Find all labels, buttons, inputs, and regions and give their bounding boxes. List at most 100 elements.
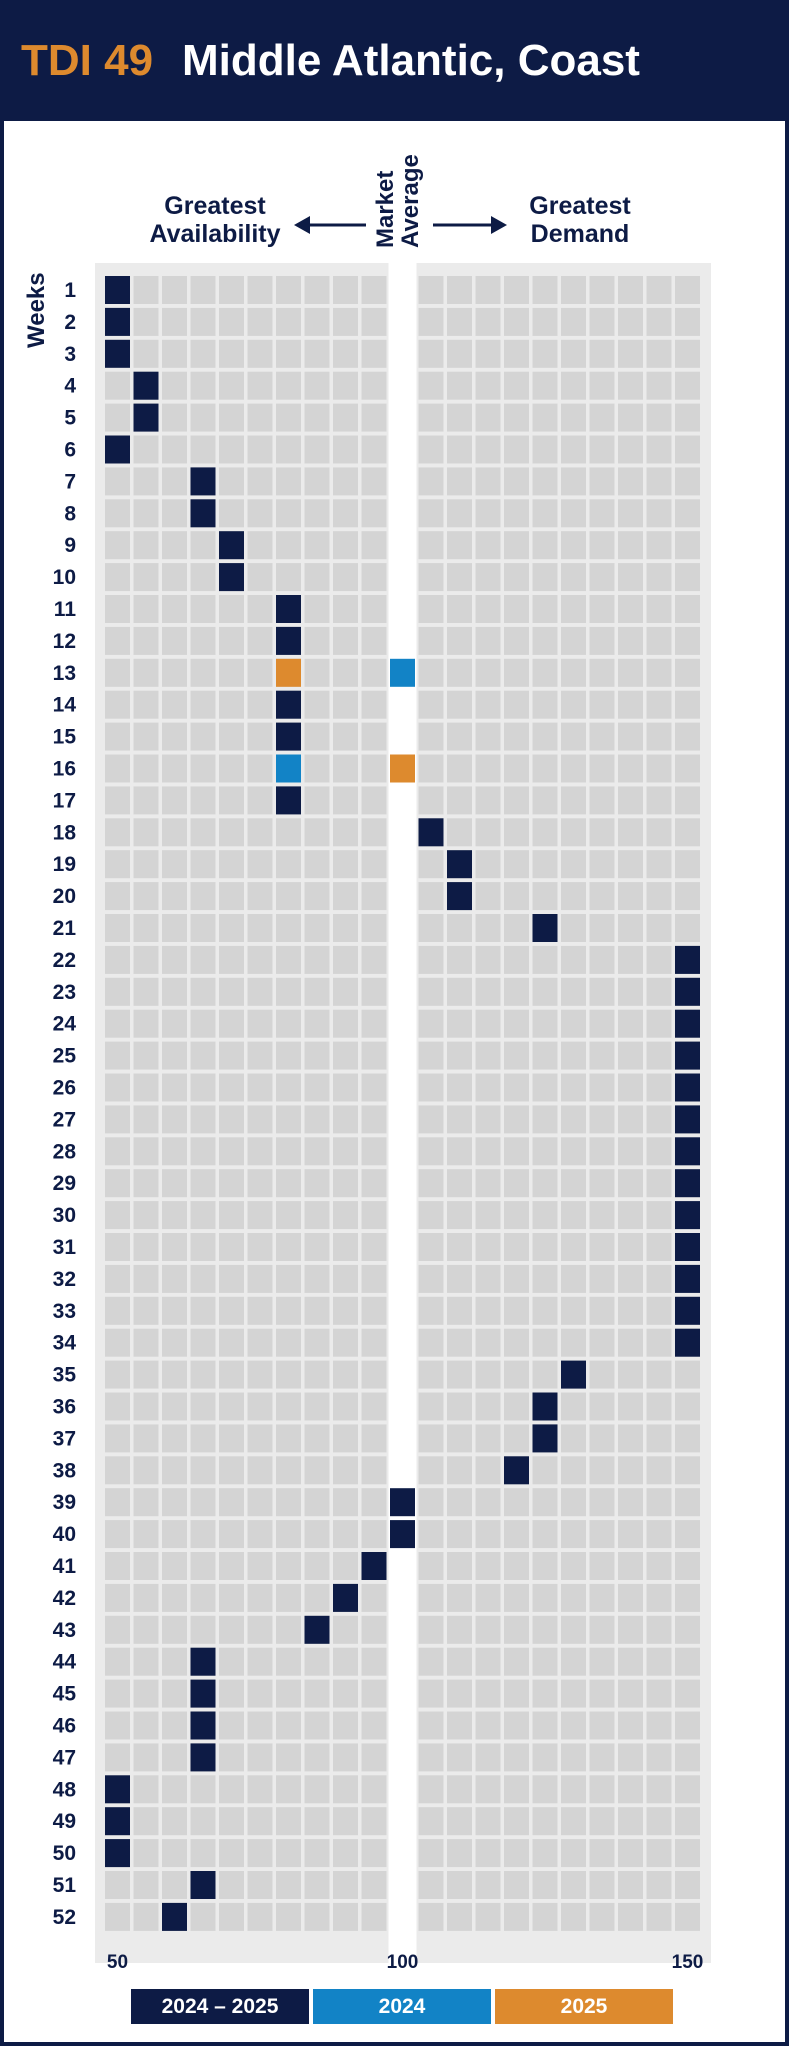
grid-cell: [304, 914, 330, 942]
grid-cell: [333, 1073, 358, 1102]
grid-cell: [333, 339, 358, 368]
grid-cell: [190, 1392, 216, 1421]
grid-cell: [219, 1711, 244, 1740]
data-cell-2024-2025-week-31: [675, 1233, 700, 1261]
header-bar: TDI 49 Middle Atlantic, Coast: [4, 4, 785, 121]
grid-cell: [561, 1105, 586, 1134]
grid-cell: [504, 371, 529, 400]
grid-cell: [276, 1902, 301, 1931]
grid-cell: [276, 1328, 301, 1357]
grid-cell: [418, 1743, 444, 1772]
grid-cell: [646, 1041, 672, 1070]
grid-cell: [589, 754, 615, 783]
grid-cell: [561, 914, 586, 942]
grid-cell: [105, 1041, 130, 1070]
grid-cell: [532, 977, 558, 1006]
grid-cell: [162, 850, 187, 879]
grid-cell: [333, 1137, 358, 1166]
grid-cell: [646, 786, 672, 815]
grid-cell: [589, 1233, 615, 1261]
grid-cell: [618, 531, 643, 560]
grid-cell: [190, 722, 216, 751]
grid-cell: [190, 307, 216, 336]
grid-cell: [418, 531, 444, 560]
grid-cell: [475, 754, 501, 783]
grid-cell: [618, 1679, 643, 1708]
grid-cell: [447, 1201, 472, 1230]
grid-cell: [532, 1902, 558, 1931]
grid-cell: [133, 850, 159, 879]
grid-cell: [162, 1296, 187, 1325]
grid-cell: [304, 818, 330, 847]
grid-cell: [105, 1201, 130, 1230]
grid-cell: [675, 307, 700, 336]
grid-cell: [361, 403, 387, 432]
grid-cell: [475, 1073, 501, 1102]
week-label-15: 15: [53, 726, 77, 749]
grid-cell: [361, 1233, 387, 1261]
grid-cell: [589, 1041, 615, 1070]
grid-cell: [589, 371, 615, 400]
grid-cell: [105, 1743, 130, 1772]
grid-cell: [532, 690, 558, 719]
grid-cell: [447, 499, 472, 528]
grid-cell: [361, 1807, 387, 1836]
grid-cell: [304, 1392, 330, 1421]
week-label-52: 52: [53, 1906, 76, 1929]
grid-cell: [247, 786, 273, 815]
grid-cell: [333, 1169, 358, 1198]
grid-cell: [219, 1456, 244, 1485]
week-label-42: 42: [53, 1587, 76, 1610]
grid-cell: [561, 1679, 586, 1708]
grid-cell: [504, 945, 529, 974]
grid-cell: [589, 1201, 615, 1230]
grid-cell: [561, 1839, 586, 1868]
data-cell-2024-2025-week-49: [105, 1807, 130, 1836]
legend-item-2025: 2025: [495, 1989, 673, 2024]
week-label-49: 49: [53, 1810, 76, 1833]
grid-cell: [276, 339, 301, 368]
grid-cell: [304, 1839, 330, 1868]
grid-cell: [133, 1360, 159, 1389]
grid-cell: [133, 595, 159, 623]
grid-cell: [532, 1328, 558, 1357]
grid-cell: [219, 1360, 244, 1389]
data-cell-2024-2025-week-34: [675, 1328, 700, 1357]
grid-cell: [276, 1647, 301, 1676]
grid-cell: [361, 1137, 387, 1166]
grid-cell: [190, 1775, 216, 1804]
grid-cell: [646, 626, 672, 655]
grid-cell: [561, 977, 586, 1006]
grid-cell: [418, 1775, 444, 1804]
grid-cell: [561, 1328, 586, 1357]
grid-cell: [618, 1902, 643, 1931]
grid-cell: [475, 945, 501, 974]
grid-cell: [504, 595, 529, 623]
grid-cell: [133, 690, 159, 719]
grid-cell: [247, 882, 273, 911]
grid-cell: [304, 371, 330, 400]
grid-cell: [475, 435, 501, 464]
grid-cell: [418, 1711, 444, 1740]
data-cell-2024-2025-week-7: [190, 467, 216, 496]
grid-cell: [618, 595, 643, 623]
grid-cell: [333, 531, 358, 560]
grid-cell: [361, 499, 387, 528]
grid-cell: [162, 435, 187, 464]
grid-cell: [561, 1041, 586, 1070]
grid-cell: [532, 307, 558, 336]
grid-cell: [561, 276, 586, 304]
grid-cell: [361, 690, 387, 719]
grid-cell: [133, 1105, 159, 1134]
grid-cell: [532, 754, 558, 783]
grid-cell: [190, 1839, 216, 1868]
data-cell-2024-2025-week-9: [219, 531, 244, 560]
data-cell-2024-2025-week-23: [675, 977, 700, 1006]
grid-cell: [105, 1424, 130, 1453]
grid-cell: [589, 1807, 615, 1836]
grid-cell: [589, 914, 615, 942]
grid-cell: [247, 1488, 273, 1517]
grid-cell: [219, 499, 244, 528]
grid-cell: [133, 1743, 159, 1772]
grid-cell: [333, 499, 358, 528]
